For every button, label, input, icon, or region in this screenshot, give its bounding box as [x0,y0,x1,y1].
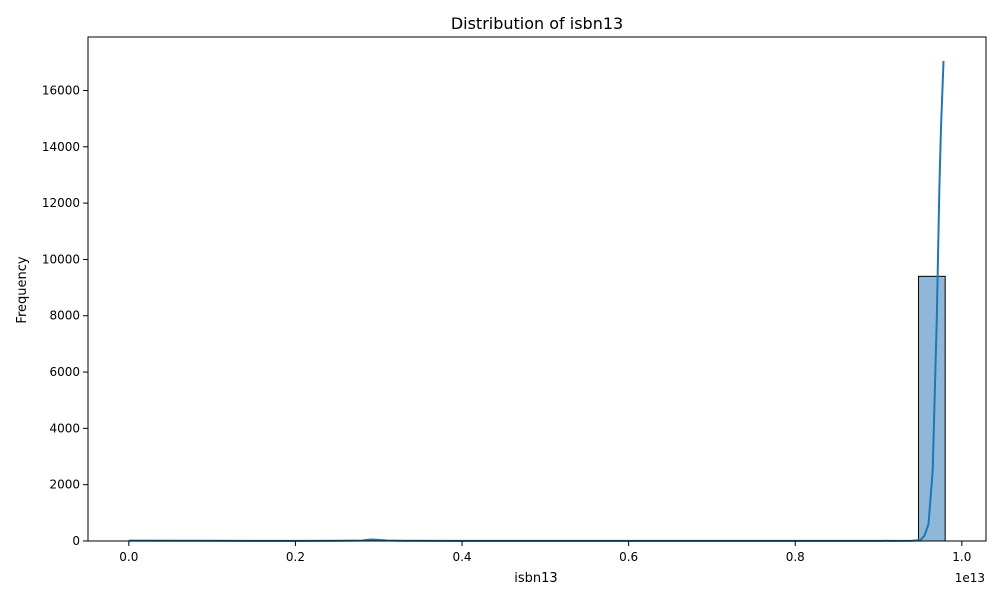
x-tick-label: 0.4 [452,550,471,564]
x-axis-ticks: 0.0 0.2 0.4 0.6 0.8 1.0 [119,541,971,564]
y-tick-label: 2000 [49,478,80,492]
y-tick-label: 4000 [49,421,80,435]
x-tick-label: 0.8 [786,550,805,564]
bars-group [918,275,946,542]
x-axis-label: isbn13 [514,571,557,586]
x-tick-label: 0.2 [286,550,305,564]
kde-line-group [128,60,945,542]
y-tick-label: 0 [72,534,80,548]
histogram-bar [918,275,946,542]
x-tick-label: 0.6 [619,550,638,564]
y-axis-ticks: 0 2000 4000 6000 8000 10000 12000 14000 16000 [42,83,88,548]
x-axis-offset-label: 1e13 [955,571,985,585]
chart-title: Distribution of isbn13 [451,14,623,33]
y-tick-label: 12000 [42,196,80,210]
y-tick-label: 8000 [49,309,80,323]
axes-frame [87,36,987,542]
kde-density-line [128,60,945,542]
y-tick-label: 10000 [42,252,80,266]
y-tick-label: 16000 [42,83,80,97]
x-tick-label: 0.0 [119,550,138,564]
y-tick-label: 14000 [42,140,80,154]
y-tick-label: 6000 [49,365,80,379]
x-tick-label: 1.0 [952,550,971,564]
y-axis-label: Frequency [15,256,30,323]
